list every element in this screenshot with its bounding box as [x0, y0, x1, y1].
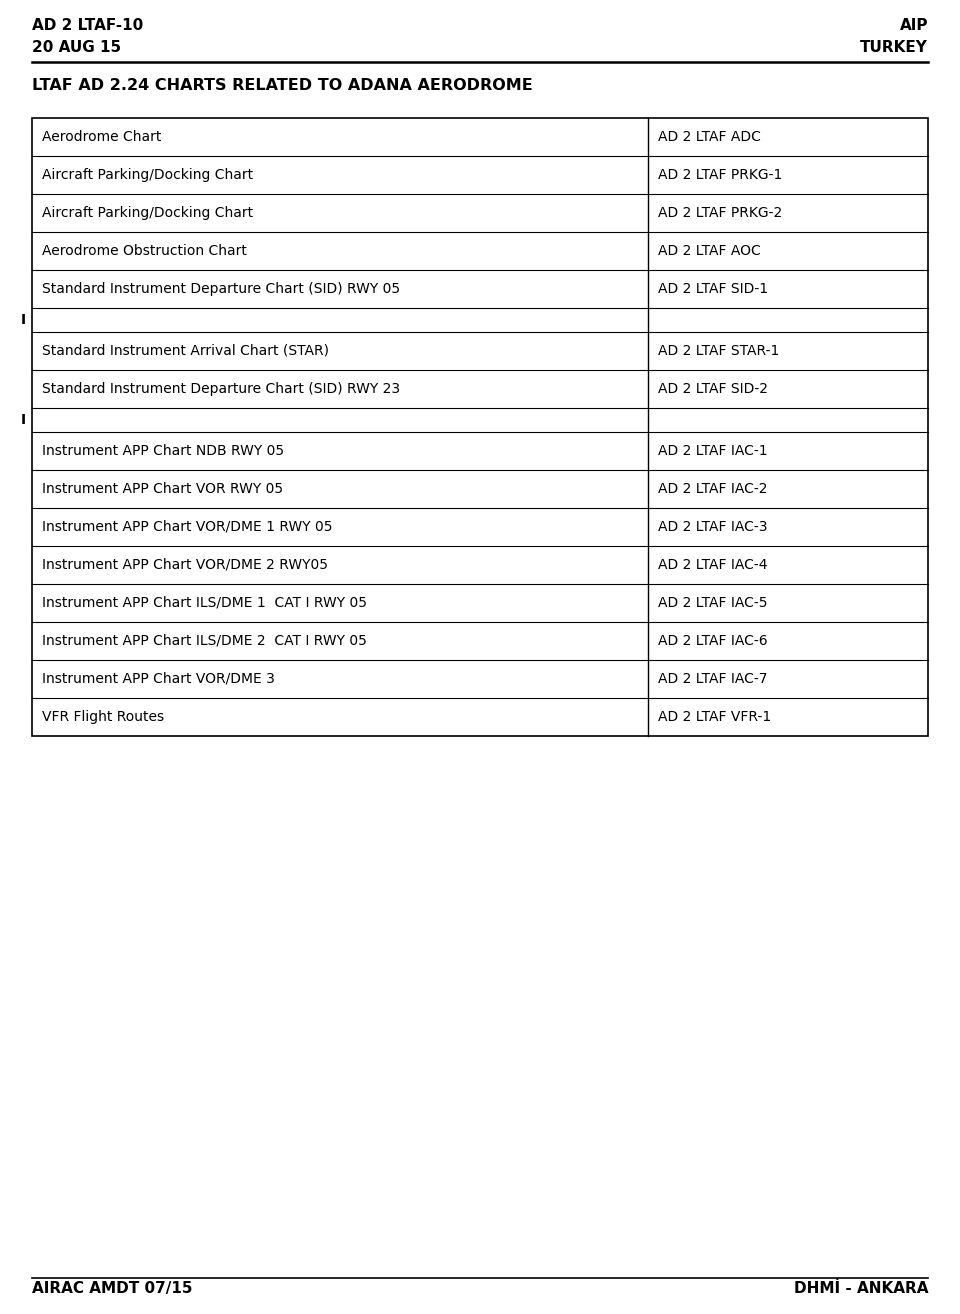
Text: Instrument APP Chart VOR/DME 2 RWY05: Instrument APP Chart VOR/DME 2 RWY05: [42, 558, 328, 572]
Text: Instrument APP Chart NDB RWY 05: Instrument APP Chart NDB RWY 05: [42, 444, 284, 459]
Text: AD 2 LTAF VFR-1: AD 2 LTAF VFR-1: [658, 710, 771, 724]
Text: Standard Instrument Departure Chart (SID) RWY 23: Standard Instrument Departure Chart (SID…: [42, 382, 400, 396]
Text: Aircraft Parking/Docking Chart: Aircraft Parking/Docking Chart: [42, 168, 253, 183]
Text: Instrument APP Chart VOR RWY 05: Instrument APP Chart VOR RWY 05: [42, 482, 283, 495]
Text: VFR Flight Routes: VFR Flight Routes: [42, 710, 164, 724]
Text: AIRAC AMDT 07/15: AIRAC AMDT 07/15: [32, 1281, 193, 1296]
Text: TURKEY: TURKEY: [860, 39, 928, 55]
Text: AD 2 LTAF IAC-4: AD 2 LTAF IAC-4: [658, 558, 767, 572]
Text: 20 AUG 15: 20 AUG 15: [32, 39, 121, 55]
Text: AD 2 LTAF IAC-7: AD 2 LTAF IAC-7: [658, 671, 767, 686]
Text: AD 2 LTAF SID-2: AD 2 LTAF SID-2: [658, 382, 768, 396]
Text: AD 2 LTAF IAC-6: AD 2 LTAF IAC-6: [658, 633, 768, 648]
Text: Aerodrome Chart: Aerodrome Chart: [42, 130, 161, 145]
Text: I: I: [21, 313, 26, 327]
Text: LTAF AD 2.24 CHARTS RELATED TO ADANA AERODROME: LTAF AD 2.24 CHARTS RELATED TO ADANA AER…: [32, 78, 533, 93]
Text: Instrument APP Chart VOR/DME 3: Instrument APP Chart VOR/DME 3: [42, 671, 275, 686]
Text: I: I: [21, 413, 26, 427]
Text: AD 2 LTAF-10: AD 2 LTAF-10: [32, 18, 143, 33]
Text: Instrument APP Chart ILS/DME 1  CAT I RWY 05: Instrument APP Chart ILS/DME 1 CAT I RWY…: [42, 597, 367, 610]
Text: AD 2 LTAF IAC-5: AD 2 LTAF IAC-5: [658, 597, 767, 610]
Text: Standard Instrument Departure Chart (SID) RWY 05: Standard Instrument Departure Chart (SID…: [42, 283, 400, 296]
Text: Standard Instrument Arrival Chart (STAR): Standard Instrument Arrival Chart (STAR): [42, 344, 329, 357]
Text: Instrument APP Chart VOR/DME 1 RWY 05: Instrument APP Chart VOR/DME 1 RWY 05: [42, 520, 332, 533]
Text: AD 2 LTAF IAC-2: AD 2 LTAF IAC-2: [658, 482, 767, 495]
Text: Instrument APP Chart ILS/DME 2  CAT I RWY 05: Instrument APP Chart ILS/DME 2 CAT I RWY…: [42, 633, 367, 648]
Text: Aerodrome Obstruction Chart: Aerodrome Obstruction Chart: [42, 244, 247, 258]
Text: AD 2 LTAF AOC: AD 2 LTAF AOC: [658, 244, 760, 258]
Text: AD 2 LTAF IAC-3: AD 2 LTAF IAC-3: [658, 520, 767, 533]
Text: AD 2 LTAF IAC-1: AD 2 LTAF IAC-1: [658, 444, 768, 459]
Bar: [32, 118, 928, 736]
Text: DHMİ - ANKARA: DHMİ - ANKARA: [794, 1281, 928, 1296]
Text: AD 2 LTAF PRKG-1: AD 2 LTAF PRKG-1: [658, 168, 782, 183]
Text: AD 2 LTAF PRKG-2: AD 2 LTAF PRKG-2: [658, 206, 782, 219]
Text: AD 2 LTAF SID-1: AD 2 LTAF SID-1: [658, 283, 768, 296]
Text: AD 2 LTAF ADC: AD 2 LTAF ADC: [658, 130, 761, 145]
Text: AIP: AIP: [900, 18, 928, 33]
Text: Aircraft Parking/Docking Chart: Aircraft Parking/Docking Chart: [42, 206, 253, 219]
Text: AD 2 LTAF STAR-1: AD 2 LTAF STAR-1: [658, 344, 780, 357]
